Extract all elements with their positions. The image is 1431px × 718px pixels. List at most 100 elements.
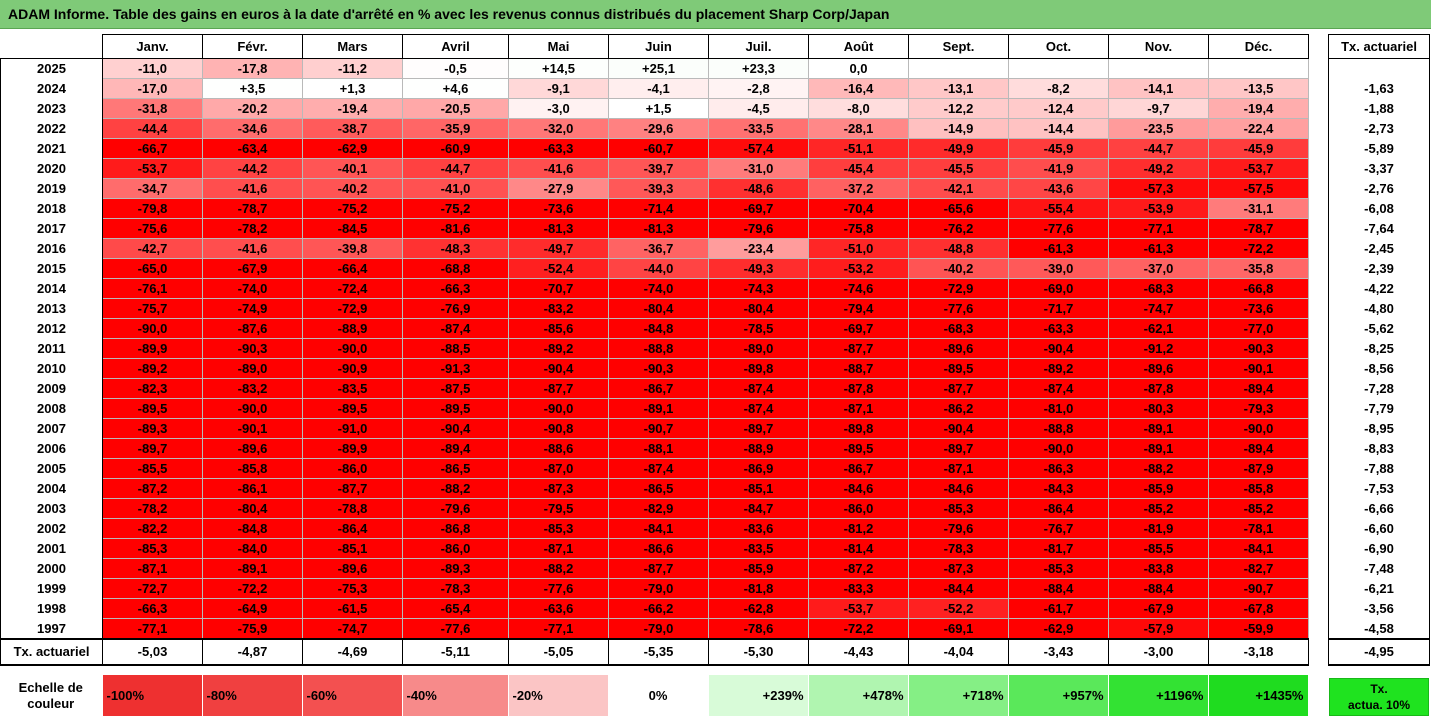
month-header: Avril — [402, 34, 509, 59]
gain-cell: -89,0 — [202, 358, 303, 379]
gain-cell: -89,6 — [1108, 358, 1209, 379]
gain-cell — [1108, 58, 1209, 79]
year-rate-cell: -4,22 — [1328, 278, 1430, 299]
year-rate-cell: -8,56 — [1328, 358, 1430, 379]
gain-cell: -78,7 — [1208, 218, 1309, 239]
gain-cell: -53,7 — [1208, 158, 1309, 179]
gain-cell: +1,5 — [608, 98, 709, 119]
gain-cell: -39,8 — [302, 238, 403, 259]
month-header: Déc. — [1208, 34, 1309, 59]
gain-cell: -76,1 — [102, 278, 203, 299]
year-label: 2023 — [0, 98, 103, 119]
gain-cell: -4,1 — [608, 78, 709, 99]
gain-cell: -72,2 — [808, 618, 909, 639]
gain-cell: -16,4 — [808, 78, 909, 99]
gain-cell: -85,3 — [102, 538, 203, 559]
gain-cell: -87,1 — [908, 458, 1009, 479]
gain-cell: -86,9 — [708, 458, 809, 479]
gain-cell: -89,2 — [508, 338, 609, 359]
gain-cell: +23,3 — [708, 58, 809, 79]
gain-cell: -49,9 — [908, 138, 1009, 159]
gain-cell: -85,6 — [508, 318, 609, 339]
year-label: 1998 — [0, 598, 103, 619]
scale-step: +1196% — [1107, 674, 1209, 717]
table-row: 2018 -79,8 -78,7 -75,2 -75,2 -73,6 -71,4 -69,7-… — [0, 198, 1309, 219]
gain-cell: -84,5 — [302, 218, 403, 239]
gain-cell: -79,5 — [508, 498, 609, 519]
gain-cell: -63,3 — [508, 138, 609, 159]
gain-cell: -45,9 — [1208, 138, 1309, 159]
gain-cell: -75,6 — [102, 218, 203, 239]
gain-cell: -62,9 — [1008, 618, 1109, 639]
gain-cell: -53,7 — [808, 598, 909, 619]
gain-cell: -11,0 — [102, 58, 203, 79]
gain-cell: -62,1 — [1108, 318, 1209, 339]
gain-cell: -84,8 — [202, 518, 303, 539]
gain-cell: -43,6 — [1008, 178, 1109, 199]
gain-cell: -79,6 — [708, 218, 809, 239]
gain-cell: -82,9 — [608, 498, 709, 519]
gain-cell: -84,1 — [608, 518, 709, 539]
gain-cell: -48,8 — [908, 238, 1009, 259]
gain-cell: -17,0 — [102, 78, 203, 99]
year-label: 2003 — [0, 498, 103, 519]
gain-cell: -84,8 — [608, 318, 709, 339]
gain-cell: -87,4 — [608, 458, 709, 479]
gain-cell: -89,3 — [102, 418, 203, 439]
gain-cell: -90,0 — [202, 398, 303, 419]
month-header: Nov. — [1108, 34, 1209, 59]
gain-cell: -89,7 — [908, 438, 1009, 459]
gain-cell: -74,0 — [608, 278, 709, 299]
gain-cell: -11,2 — [302, 58, 403, 79]
gain-cell: -72,2 — [202, 578, 303, 599]
gain-cell: -90,7 — [608, 418, 709, 439]
year-label: 2009 — [0, 378, 103, 399]
gain-cell: -87,8 — [1108, 378, 1209, 399]
gain-cell: -90,4 — [1008, 338, 1109, 359]
gain-cell: -89,5 — [402, 398, 509, 419]
gain-cell: -86,8 — [402, 518, 509, 539]
gain-cell: -14,9 — [908, 118, 1009, 139]
gain-cell: -87,4 — [708, 378, 809, 399]
gain-cell: -67,9 — [1108, 598, 1209, 619]
gain-cell: -87,1 — [808, 398, 909, 419]
gain-cell: -81,3 — [608, 218, 709, 239]
gain-cell: -85,3 — [508, 518, 609, 539]
table-row: 2002 -82,2 -84,8 -86,4 -86,8 -85,3 -84,1 -83,6-… — [0, 518, 1309, 539]
gain-cell: -81,2 — [808, 518, 909, 539]
gain-cell: -57,9 — [1108, 618, 1209, 639]
gain-cell: -74,7 — [1108, 298, 1209, 319]
year-rate-cell: -7,79 — [1328, 398, 1430, 419]
gain-cell: -89,2 — [102, 358, 203, 379]
gain-cell: -74,6 — [808, 278, 909, 299]
scale-step: -60% — [301, 674, 403, 717]
month-header: Juil. — [708, 34, 809, 59]
rate-legend-line2: actua. 10% — [1347, 698, 1411, 712]
gain-cell: -81,3 — [508, 218, 609, 239]
gain-cell: -87,4 — [402, 318, 509, 339]
gain-cell: -89,5 — [908, 358, 1009, 379]
gain-cell: -85,8 — [202, 458, 303, 479]
gain-cell: -76,9 — [402, 298, 509, 319]
gain-cell: -72,9 — [908, 278, 1009, 299]
month-header: Juin — [608, 34, 709, 59]
gain-cell: -74,0 — [202, 278, 303, 299]
gain-cell: -81,8 — [708, 578, 809, 599]
gain-cell: -84,3 — [1008, 478, 1109, 499]
gain-cell: -83,5 — [708, 538, 809, 559]
gain-cell: -87,1 — [102, 558, 203, 579]
year-rate-cell: -6,60 — [1328, 518, 1430, 539]
year-rate-cell: -4,58 — [1328, 618, 1430, 639]
month-header: Sept. — [908, 34, 1009, 59]
gain-cell: -53,7 — [102, 158, 203, 179]
gain-cell: -37,0 — [1108, 258, 1209, 279]
gain-cell: -61,3 — [1008, 238, 1109, 259]
gain-cell: -38,7 — [302, 118, 403, 139]
gain-cell: -42,7 — [102, 238, 203, 259]
gain-cell: -86,4 — [302, 518, 403, 539]
gain-cell: -86,2 — [908, 398, 1009, 419]
gain-cell: -86,3 — [1008, 458, 1109, 479]
gain-cell: -66,7 — [102, 138, 203, 159]
gain-cell: -77,6 — [908, 298, 1009, 319]
gain-cell: -9,1 — [508, 78, 609, 99]
